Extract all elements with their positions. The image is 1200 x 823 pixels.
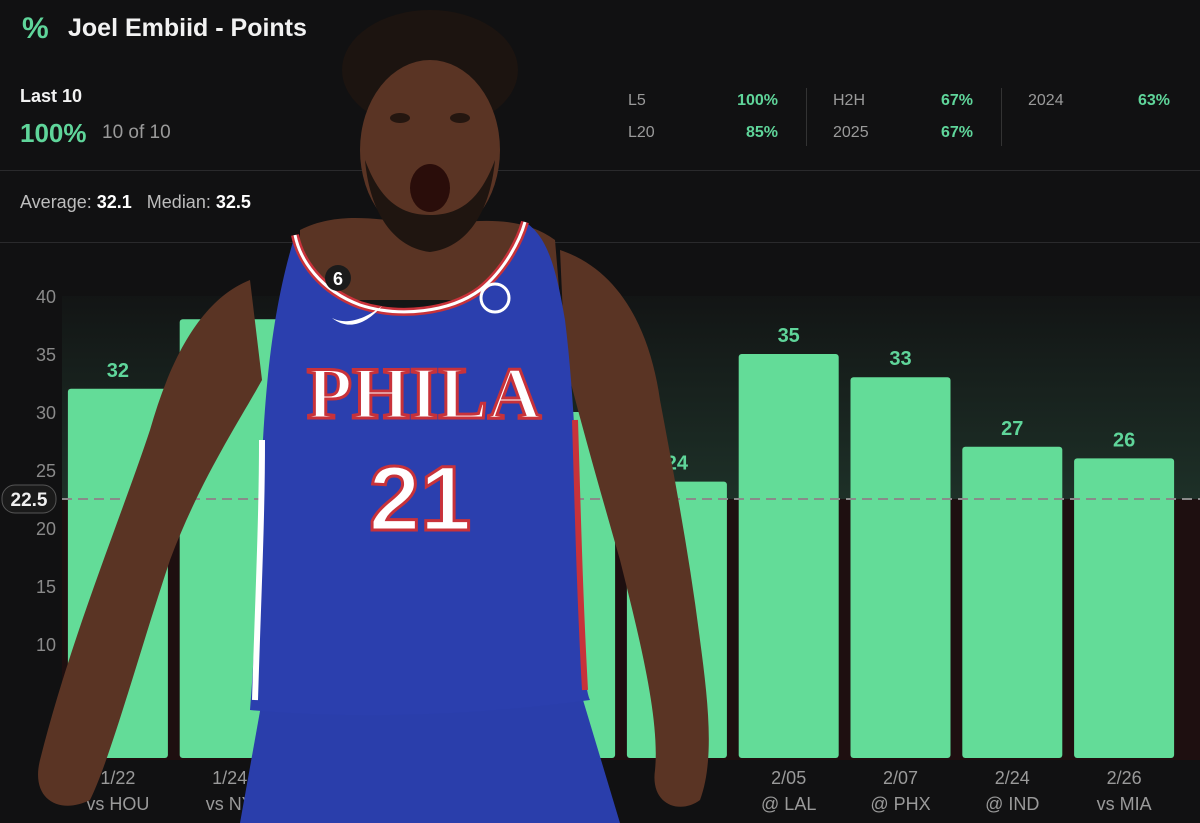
y-tick-label: 25 — [36, 461, 56, 481]
x-tick-date: 1/22 — [100, 768, 135, 788]
split-value: 63% — [1137, 92, 1170, 109]
x-tick-opponent: @ PHX — [870, 794, 930, 814]
average-value: 32.1 — [96, 192, 132, 212]
bar — [291, 412, 392, 758]
divider — [0, 170, 1200, 171]
last-10-summary: Last 10 100% 10 of 10 — [20, 86, 171, 148]
page-title: Joel Embiid - Points — [68, 14, 307, 42]
y-tick-label: 20 — [36, 519, 56, 539]
data-label: 33 — [889, 348, 911, 370]
split-value: 67% — [940, 124, 973, 141]
median-label: Median: — [146, 192, 211, 212]
x-tick-date: 1/24 — [212, 768, 247, 788]
bar — [179, 319, 280, 758]
y-tick-label: 10 — [36, 635, 56, 655]
split-value: 67% — [940, 92, 973, 109]
bar — [850, 377, 951, 758]
divider — [0, 242, 1200, 243]
x-tick-date: 2/07 — [883, 768, 918, 788]
x-tick-opponent: @ IND — [985, 794, 1039, 814]
data-label: 27 — [1001, 418, 1023, 440]
bar — [67, 388, 168, 758]
x-tick-opponent: vs NY — [206, 794, 254, 814]
y-tick-label: 40 — [36, 287, 56, 307]
split-label: L20 — [628, 124, 655, 141]
y-tick-label: 15 — [36, 577, 56, 597]
median-value: 32.5 — [215, 192, 251, 212]
x-tick-opponent: vs MIA — [1097, 794, 1152, 814]
split-label: 2025 — [833, 124, 869, 141]
bar — [1074, 458, 1175, 758]
split-label: L5 — [628, 92, 646, 109]
percent-icon: % — [22, 12, 49, 45]
bar — [738, 354, 839, 758]
split-value: 85% — [745, 124, 778, 141]
data-label: 35 — [778, 325, 800, 347]
x-tick-date: 2/24 — [995, 768, 1030, 788]
split-value: 100% — [737, 92, 778, 109]
divider — [1001, 88, 1002, 146]
data-label: 32 — [107, 360, 129, 382]
y-tick-label: 30 — [36, 403, 56, 423]
x-tick-date: 2/26 — [1107, 768, 1142, 788]
prop-line-label: 22.5 — [11, 490, 48, 511]
x-tick-date: 2/05 — [771, 768, 806, 788]
average-median: Average: 32.1 Median: 32.5 — [20, 192, 251, 213]
y-tick-label: 35 — [36, 345, 56, 365]
x-tick-opponent: @ LAL — [761, 794, 816, 814]
bar — [403, 412, 504, 758]
bar — [962, 446, 1063, 758]
hit-count: 10 of 10 — [102, 122, 171, 143]
header: % Joel Embiid - Points — [0, 0, 1200, 60]
data-label: 24 — [666, 453, 689, 475]
bar — [626, 481, 727, 758]
bar — [515, 412, 616, 758]
x-tick-opponent: vs HOU — [86, 794, 149, 814]
average-label: Average: — [20, 192, 92, 212]
divider — [806, 88, 807, 146]
split-label: 2024 — [1028, 92, 1064, 109]
summary-label: Last 10 — [20, 86, 83, 106]
hit-rate: 100% — [20, 118, 87, 148]
data-label: 26 — [1113, 429, 1135, 451]
split-label: H2H — [833, 92, 866, 109]
